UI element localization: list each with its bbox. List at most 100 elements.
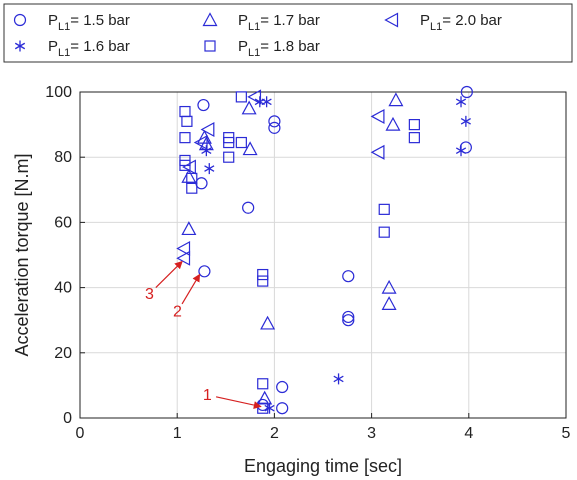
legend-marker-icon xyxy=(384,12,399,28)
annotation-label: 1 xyxy=(203,387,212,404)
data-point xyxy=(268,115,281,128)
data-point xyxy=(455,145,467,157)
legend-label-name: P xyxy=(420,12,430,29)
x-tick-label: 1 xyxy=(173,425,182,442)
legend-entry: PL1= 2.0 bar xyxy=(384,12,502,33)
data-points xyxy=(176,85,473,415)
annotation-label: 3 xyxy=(145,286,154,303)
plot-background xyxy=(80,92,566,418)
legend-marker-icon xyxy=(202,12,218,27)
data-point xyxy=(381,279,397,294)
data-point xyxy=(176,240,191,256)
data-point xyxy=(193,135,208,151)
data-point xyxy=(257,275,269,287)
y-tick-label: 40 xyxy=(54,280,72,297)
y-tick-label: 80 xyxy=(54,149,72,166)
data-point xyxy=(276,402,289,415)
data-point xyxy=(408,132,420,144)
data-point xyxy=(235,91,247,103)
legend-label-subscript: L1 xyxy=(248,47,260,59)
data-point xyxy=(455,96,467,108)
series-circle xyxy=(195,85,473,415)
legend-entry: PL1= 1.7 bar xyxy=(202,12,320,33)
data-point xyxy=(182,159,196,175)
data-point xyxy=(200,121,215,137)
data-point xyxy=(186,182,198,194)
data-point xyxy=(198,265,211,278)
legend-label-subscript: L1 xyxy=(58,21,70,33)
data-point xyxy=(342,310,355,324)
data-point xyxy=(388,92,404,107)
legend-label-name: P xyxy=(48,38,58,55)
data-point xyxy=(196,129,212,144)
legend-entry: PL1= 1.8 bar xyxy=(204,38,320,59)
legend-label-name: P xyxy=(48,12,58,29)
series-triangle-left xyxy=(176,89,385,266)
data-point xyxy=(333,373,344,385)
annotation-arrow xyxy=(181,273,201,305)
data-point xyxy=(381,296,397,310)
data-point xyxy=(460,115,471,127)
legend-label-subscript: L1 xyxy=(248,21,260,33)
data-point xyxy=(385,116,401,131)
legend-label-suffix: = 1.5 bar xyxy=(70,12,130,29)
data-point xyxy=(257,390,273,405)
y-axis-ticks: 0 20 40 60 80 100 xyxy=(45,84,85,427)
data-point xyxy=(235,136,247,149)
data-point xyxy=(204,163,215,175)
data-point xyxy=(198,136,214,151)
data-point xyxy=(242,141,258,156)
annotation-arrow xyxy=(215,396,262,410)
annotations: 1 2 3 xyxy=(145,260,262,410)
x-tick-label: 5 xyxy=(562,425,571,442)
data-point xyxy=(260,315,276,330)
y-tick-label: 60 xyxy=(54,214,72,231)
data-point xyxy=(197,98,210,112)
data-point xyxy=(247,89,262,105)
y-tick-label: 100 xyxy=(45,84,72,101)
data-point xyxy=(179,132,191,144)
data-point xyxy=(223,151,235,163)
y-tick-label: 20 xyxy=(54,345,72,362)
legend-label-suffix: = 2.0 bar xyxy=(442,12,502,29)
data-point xyxy=(342,270,355,283)
annotation-label: 2 xyxy=(173,304,182,321)
data-point xyxy=(223,136,235,149)
x-tick-label: 4 xyxy=(464,425,473,442)
x-tick-label: 3 xyxy=(367,425,376,442)
data-point xyxy=(176,250,191,266)
legend-label-suffix: = 1.7 bar xyxy=(260,12,320,29)
legend-entry: PL1= 1.6 bar xyxy=(14,38,130,59)
data-point xyxy=(408,118,420,131)
legend-label-subscript: L1 xyxy=(430,21,442,33)
legend-label-suffix: = 1.8 bar xyxy=(260,38,320,55)
x-tick-label: 2 xyxy=(270,425,279,442)
data-point xyxy=(378,203,390,215)
legend-label: PL1= 1.7 bar xyxy=(238,12,320,33)
plot-area: 0 1 2 3 4 5 0 20 40 60 80 100 1 2 3 xyxy=(45,84,570,442)
legend-label: PL1= 2.0 bar xyxy=(420,12,502,33)
x-axis-ticks: 0 1 2 3 4 5 xyxy=(76,413,571,442)
data-point xyxy=(181,221,197,236)
legend-label-name: P xyxy=(238,38,248,55)
data-point xyxy=(257,268,269,281)
legend-label: PL1= 1.6 bar xyxy=(48,38,130,59)
data-point xyxy=(460,85,473,99)
data-point xyxy=(181,115,193,127)
legend-label: PL1= 1.8 bar xyxy=(238,38,320,59)
legend-label-name: P xyxy=(238,12,248,29)
legend-entry: PL1= 1.5 bar xyxy=(13,12,130,33)
legend-marker-icon xyxy=(13,13,27,27)
data-point xyxy=(370,108,385,124)
legend-label-subscript: L1 xyxy=(58,47,70,59)
legend-label-suffix: = 1.6 bar xyxy=(70,38,130,55)
data-point xyxy=(378,226,390,238)
series-star xyxy=(201,96,471,414)
data-point xyxy=(181,169,197,183)
y-tick-label: 0 xyxy=(63,410,72,427)
legend-marker-icon xyxy=(14,40,26,52)
data-point xyxy=(242,201,255,214)
data-point xyxy=(342,314,355,327)
